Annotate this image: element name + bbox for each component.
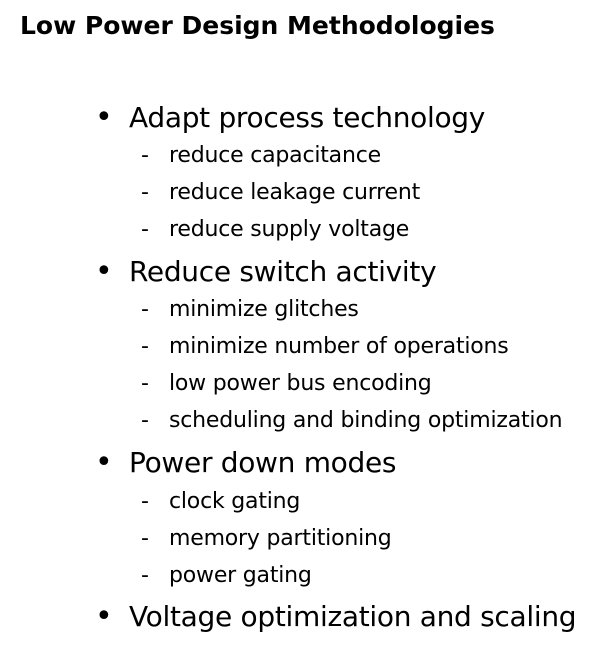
- bullet-marker: •: [95, 445, 113, 480]
- bullet-label: Reduce switch activity: [129, 255, 437, 288]
- sub-marker: -: [141, 526, 149, 551]
- sub-marker: -: [141, 180, 149, 205]
- sub-marker: -: [141, 334, 149, 359]
- sub-marker: -: [141, 143, 149, 168]
- sub-label: power gating: [169, 563, 312, 588]
- sub-label: reduce supply voltage: [169, 217, 410, 242]
- sub-marker: -: [141, 408, 149, 433]
- bullet-label: Power down modes: [129, 446, 397, 479]
- bullet-label: Voltage optimization and scaling: [129, 600, 577, 633]
- sub-marker: -: [141, 489, 149, 514]
- sub-label: clock gating: [169, 489, 301, 514]
- bullet-marker: •: [95, 100, 113, 135]
- sub-label: minimize glitches: [169, 297, 359, 322]
- sub-label: minimize number of operations: [169, 334, 509, 359]
- bullet-label: Adapt process technology: [129, 101, 486, 134]
- sub-label: low power bus encoding: [169, 371, 432, 396]
- sub-label: scheduling and binding optimization: [169, 408, 563, 433]
- slide-title: Low Power Design Methodologies: [20, 11, 495, 40]
- sub-marker: -: [141, 297, 149, 322]
- sub-marker: -: [141, 217, 149, 242]
- sub-marker: -: [141, 371, 149, 396]
- sub-label: reduce leakage current: [169, 180, 421, 205]
- sub-label: reduce capacitance: [169, 143, 381, 168]
- sub-label: memory partitioning: [169, 526, 392, 551]
- bullet-marker: •: [95, 254, 113, 289]
- sub-marker: -: [141, 563, 149, 588]
- bullet-marker: •: [95, 599, 113, 634]
